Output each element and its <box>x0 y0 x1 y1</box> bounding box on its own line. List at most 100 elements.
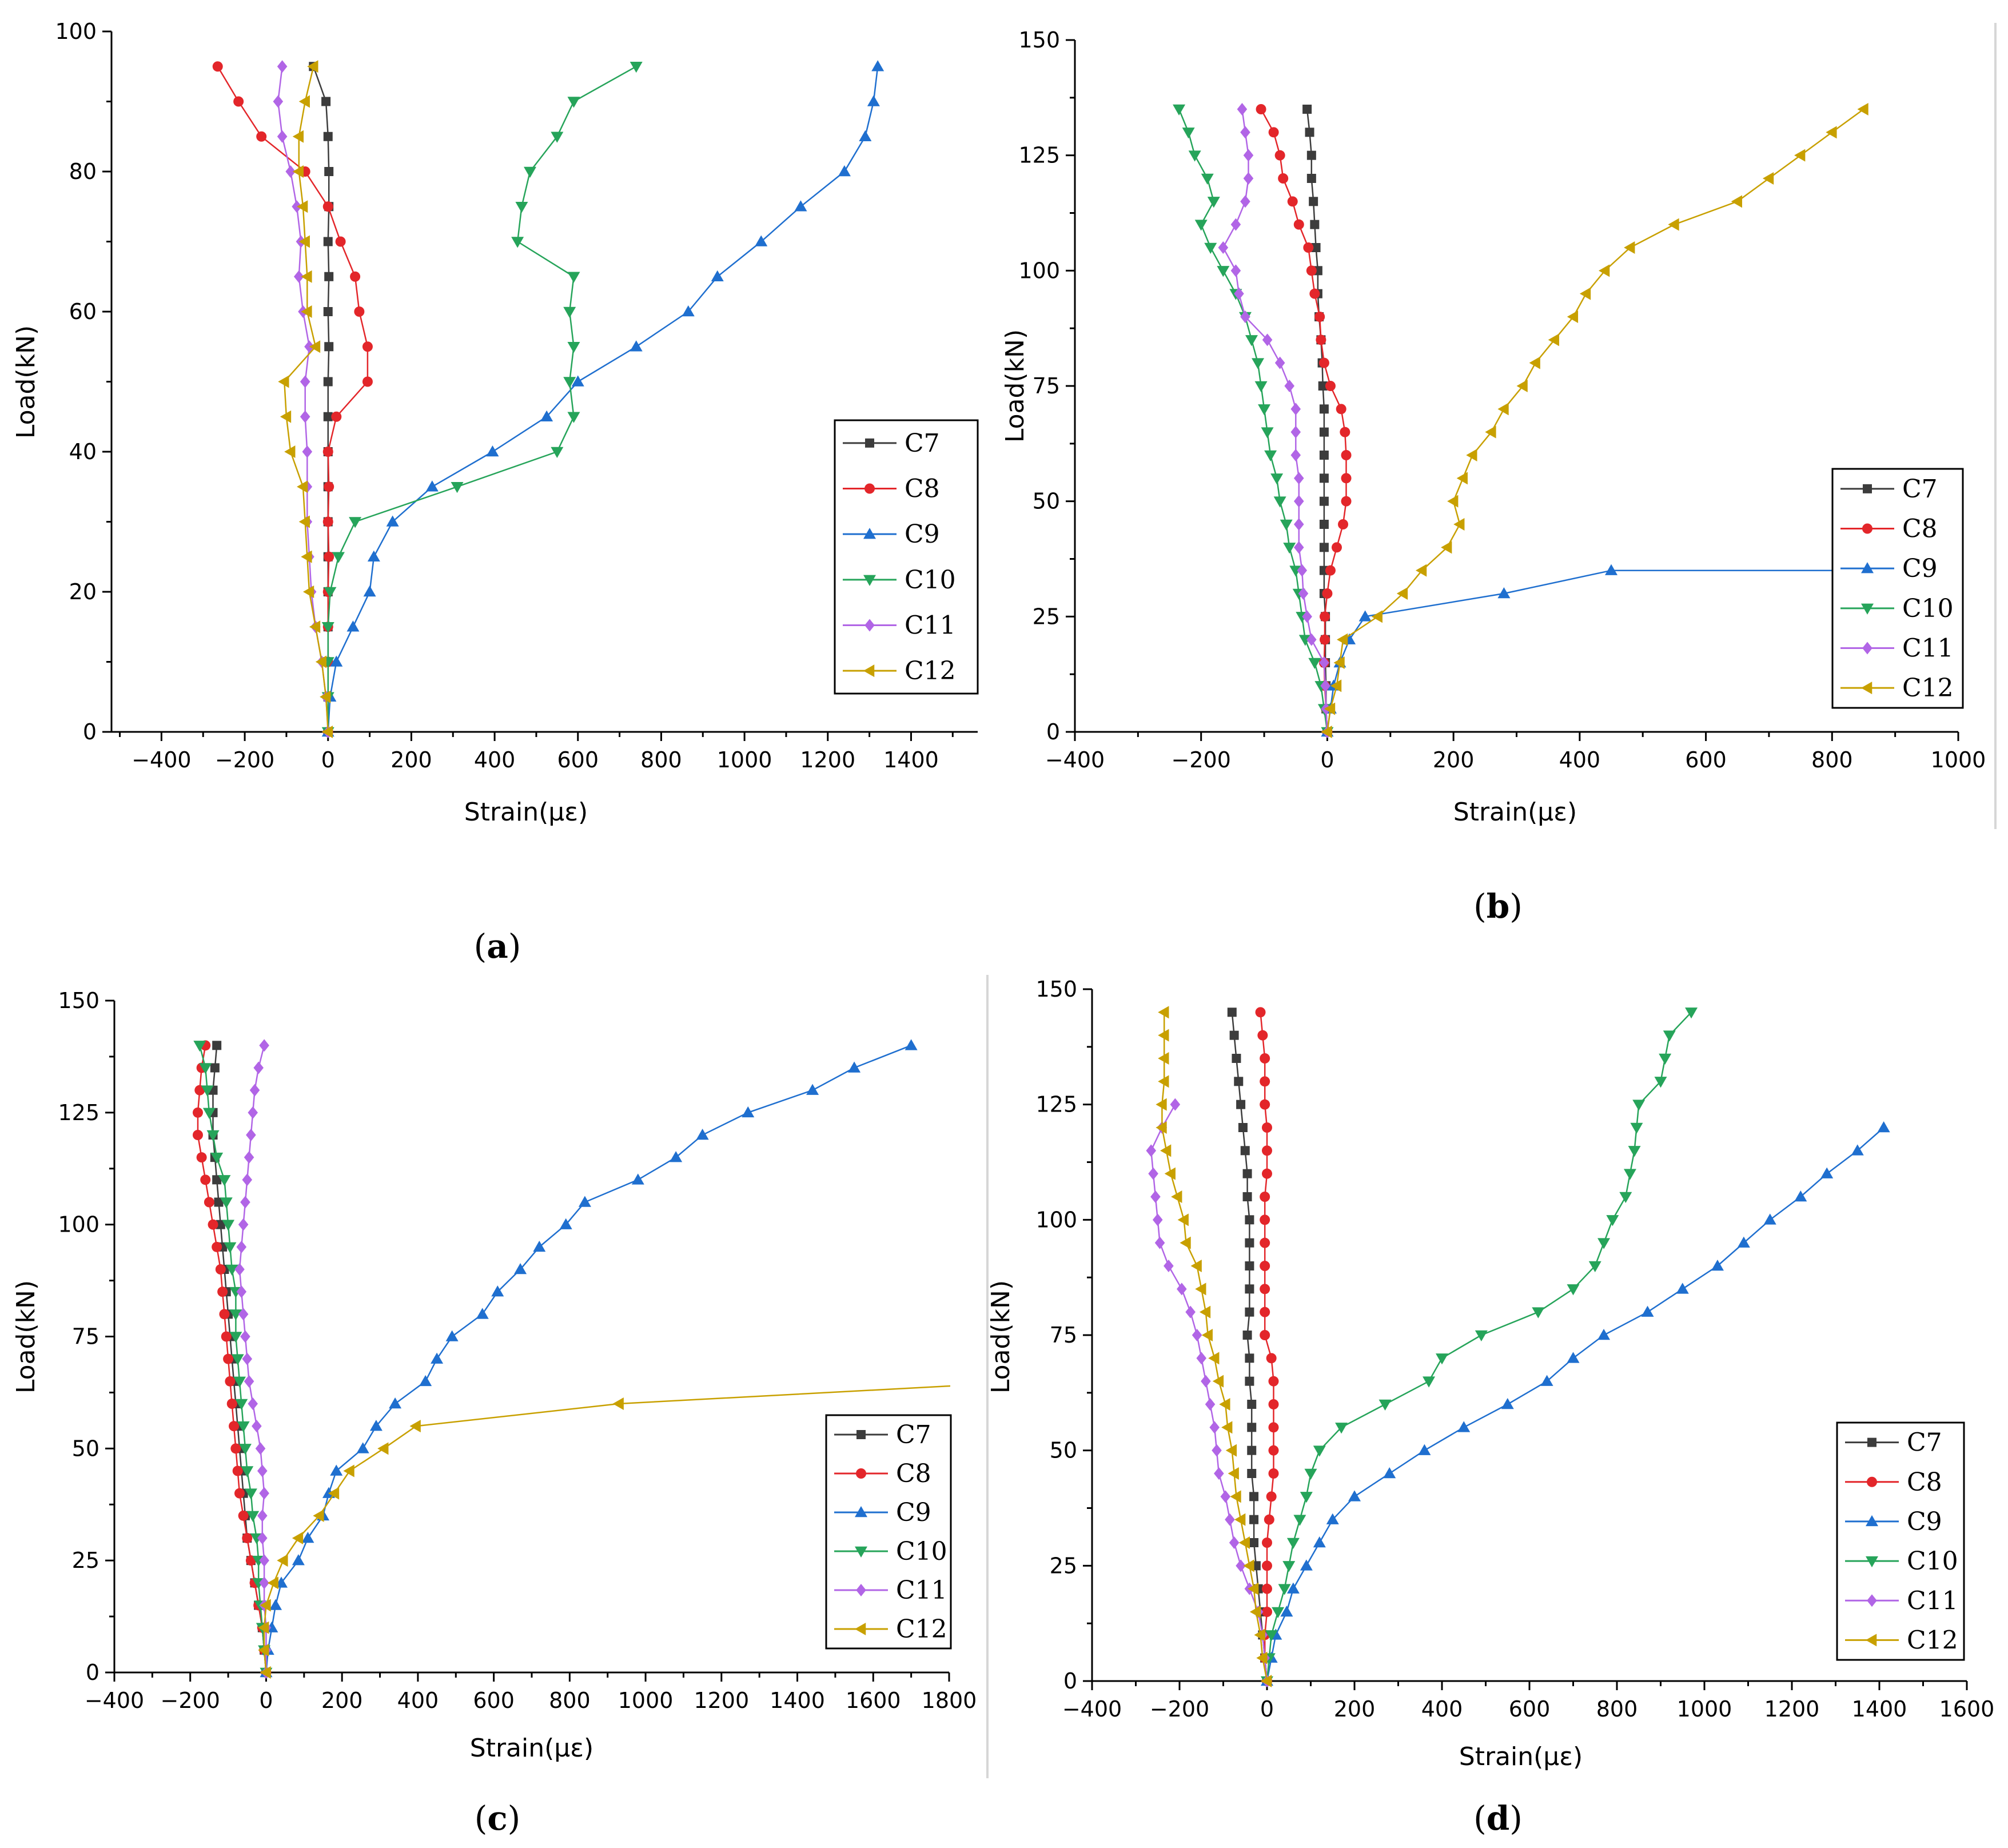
legend-marker-c8 <box>856 1468 866 1479</box>
data-point-c11 <box>1214 1467 1224 1480</box>
data-point-c11 <box>1209 1421 1220 1434</box>
data-point-c8 <box>1260 1261 1270 1271</box>
data-point-c9 <box>491 1285 504 1297</box>
data-point-c12 <box>301 305 312 318</box>
data-point-c11 <box>244 1375 254 1388</box>
x-tick-label: 200 <box>391 747 432 772</box>
y-tick-label: 100 <box>1018 258 1060 283</box>
series-line-c12 <box>1161 1012 1268 1682</box>
data-point-c10 <box>1245 335 1258 346</box>
data-point-c7 <box>1236 1100 1246 1109</box>
data-point-c11 <box>255 1442 266 1455</box>
data-point-c9 <box>1540 1375 1553 1386</box>
data-point-c11 <box>1177 1283 1187 1296</box>
data-point-c7 <box>1247 1423 1257 1432</box>
data-point-c8 <box>1320 634 1330 645</box>
data-point-c8 <box>1268 127 1279 138</box>
data-point-c11 <box>240 1330 250 1343</box>
data-point-c10 <box>1308 658 1321 669</box>
panel-label-c: (c) <box>475 1799 521 1838</box>
data-point-c11 <box>259 1039 269 1052</box>
data-point-c11 <box>253 1061 264 1074</box>
legend-marker-c7 <box>1867 1437 1876 1447</box>
data-point-c11 <box>1243 172 1254 185</box>
data-point-c12 <box>278 375 289 388</box>
data-point-c10 <box>1265 1630 1278 1642</box>
y-tick-label: 80 <box>69 159 97 184</box>
data-point-c8 <box>1256 104 1266 114</box>
y-tick-label: 50 <box>72 1436 99 1461</box>
x-tick-label: 1800 <box>922 1688 977 1713</box>
data-point-c10 <box>1423 1376 1436 1388</box>
data-point-c12 <box>297 200 308 213</box>
data-point-c9 <box>389 1397 402 1409</box>
data-point-c8 <box>1325 565 1336 576</box>
data-point-c10 <box>515 202 528 213</box>
legend-label-c7: C7 <box>1907 1428 1942 1457</box>
data-point-c8 <box>1340 427 1350 437</box>
legend-label-c11: C11 <box>1902 634 1954 663</box>
data-point-c8 <box>1260 1192 1270 1202</box>
data-point-c8 <box>1278 173 1289 184</box>
data-point-c12 <box>1456 472 1468 485</box>
data-point-c12 <box>1195 1283 1206 1296</box>
data-point-c7 <box>212 1175 222 1185</box>
legend-marker-c9 <box>855 1506 867 1518</box>
data-point-c8 <box>1260 1284 1270 1295</box>
data-point-c12 <box>1337 633 1348 646</box>
data-point-c12 <box>297 480 308 493</box>
data-point-c7 <box>1249 1515 1259 1524</box>
data-point-c9 <box>1313 1536 1326 1548</box>
data-point-c8 <box>217 1287 228 1297</box>
data-point-c12 <box>1485 425 1496 439</box>
data-point-c10 <box>332 552 345 563</box>
data-point-c10 <box>238 1444 252 1455</box>
data-point-c9 <box>1300 1559 1313 1571</box>
data-point-c10 <box>1659 1053 1672 1065</box>
data-point-c12 <box>260 1599 271 1612</box>
data-point-c11 <box>236 1285 247 1299</box>
data-point-c7 <box>323 132 333 141</box>
data-point-c10 <box>1204 242 1217 254</box>
legend-marker-c12 <box>1866 1634 1877 1647</box>
data-point-c9 <box>794 200 807 212</box>
data-point-c7 <box>1247 1445 1257 1455</box>
data-point-c11 <box>1152 1213 1163 1226</box>
data-point-c8 <box>1266 1353 1277 1364</box>
data-point-c10 <box>1252 358 1265 369</box>
data-point-c10 <box>220 1197 233 1209</box>
x-tick-label: 1600 <box>846 1688 901 1713</box>
data-point-c9 <box>330 1464 343 1476</box>
data-point-c10 <box>1182 128 1195 139</box>
data-point-c9 <box>1605 564 1618 575</box>
legend-label-c12: C12 <box>1902 674 1954 703</box>
data-point-c8 <box>232 1465 243 1476</box>
data-point-c11 <box>1201 1375 1211 1388</box>
data-point-c7 <box>1319 496 1329 506</box>
data-point-c12 <box>315 655 327 668</box>
data-point-c8 <box>233 96 244 107</box>
legend-marker-c12 <box>1861 682 1872 695</box>
data-point-c8 <box>1262 1583 1272 1594</box>
legend-marker-c9 <box>1866 1515 1878 1527</box>
data-point-c10 <box>551 132 564 143</box>
data-point-c9 <box>301 1532 314 1543</box>
panel-label-a: (a) <box>474 927 521 966</box>
legend-label-c10: C10 <box>905 565 956 595</box>
legend-marker-c10 <box>1866 1556 1878 1568</box>
data-point-c8 <box>223 1353 234 1364</box>
data-point-c9 <box>486 445 499 457</box>
data-point-c12 <box>1158 1006 1169 1019</box>
data-point-c11 <box>1243 149 1254 162</box>
x-tick-label: 0 <box>1320 747 1334 772</box>
data-point-c10 <box>235 1399 248 1410</box>
data-point-c12 <box>1158 1029 1169 1042</box>
legend-label-c8: C8 <box>1902 515 1938 544</box>
data-point-c7 <box>1242 1192 1252 1201</box>
data-point-c7 <box>1319 427 1329 437</box>
legend-label-c7: C7 <box>1902 475 1938 504</box>
data-point-c9 <box>1418 1444 1431 1455</box>
legend-marker-c11 <box>864 619 875 632</box>
data-point-c8 <box>1262 1538 1272 1548</box>
y-tick-label: 100 <box>58 1212 99 1237</box>
